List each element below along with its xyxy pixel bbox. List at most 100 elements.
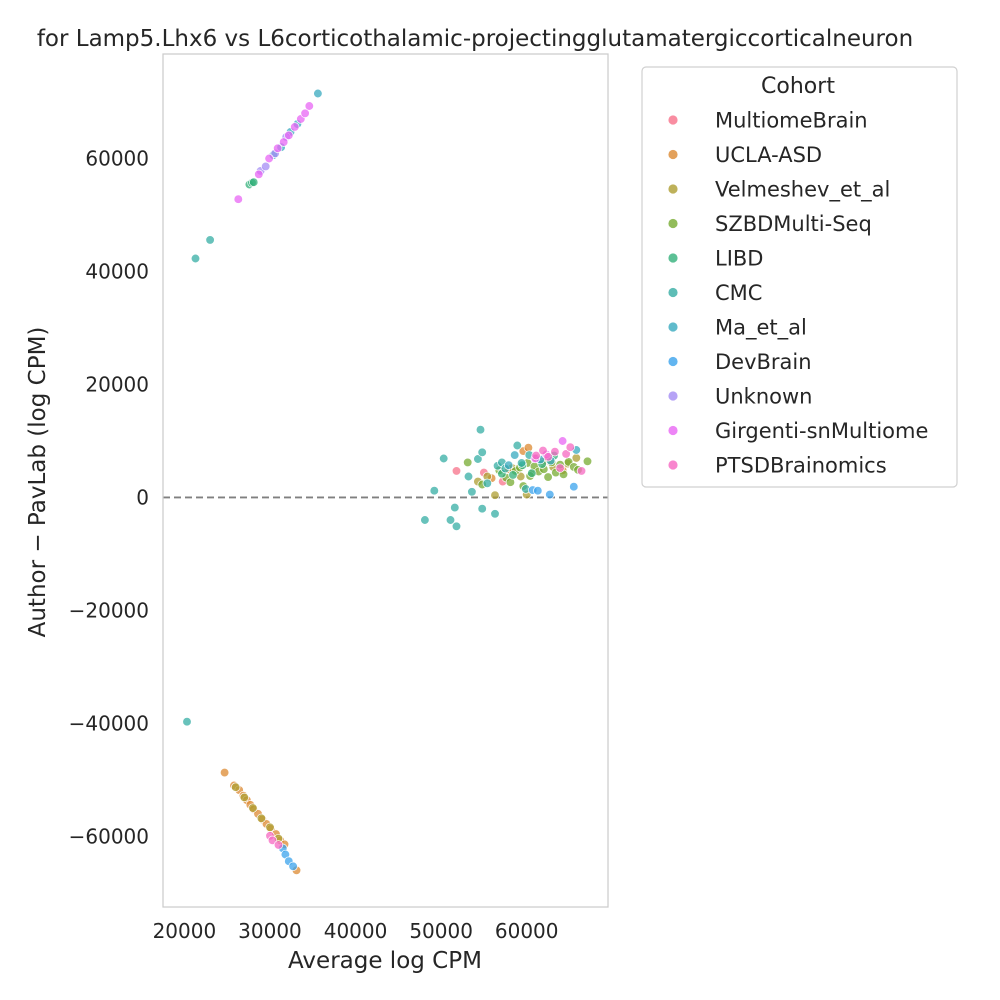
point-girgenti-snmultiome (300, 108, 310, 118)
y-tick-label: −20000 (69, 598, 149, 622)
point-devbrain (533, 486, 543, 496)
points-layer (182, 88, 593, 875)
point-girgenti-snmultiome (233, 194, 243, 204)
point-cmc (475, 425, 486, 435)
x-tick-label: 50000 (409, 919, 473, 943)
x-tick-label: 40000 (324, 919, 388, 943)
x-tick-label: 30000 (238, 919, 302, 943)
legend-marker-devbrain (668, 356, 678, 367)
point-girgenti-snmultiome (279, 137, 289, 147)
point-cmc (205, 235, 215, 245)
legend-marker-multiomebrain (668, 115, 678, 125)
legend: Cohort MultiomeBrain UCLA-ASD Velmeshev_et… (641, 66, 958, 488)
point-velmeshev-et-al (239, 792, 249, 803)
legend-marker-unknown (668, 391, 678, 401)
point-ptsdbrainomics (565, 442, 575, 452)
legend-title: Cohort (761, 74, 835, 99)
point-cmc (420, 515, 430, 525)
point-girgenti-snmultiome (254, 169, 264, 179)
point-cmc (182, 717, 192, 727)
point-ma-et-al (510, 450, 520, 460)
legend-label-unknown: Unknown (715, 385, 812, 409)
point-cmc (439, 453, 449, 464)
y-tick-label: −60000 (69, 824, 149, 848)
legend-marker-girgenti-snmultiome (668, 425, 678, 436)
legend-marker-ptsdbrainomics (668, 460, 678, 470)
y-tick-label: −40000 (69, 711, 149, 735)
point-szbdmulti-seq (543, 472, 553, 482)
point-devbrain (569, 482, 579, 492)
point-cmc (477, 504, 487, 514)
y-tick-label: 40000 (85, 259, 149, 283)
point-libd (249, 177, 259, 187)
legend-box (641, 66, 958, 488)
legend-label-velmeshev-et-al: Velmeshev_et_al (715, 178, 890, 203)
legend-label-devbrain: DevBrain (715, 350, 812, 374)
legend-marker-velmeshev-et-al (668, 184, 678, 194)
point-girgenti-snmultiome (290, 122, 300, 132)
legend-label-girgenti-snmultiome: Girgenti-snMultiome (715, 419, 928, 443)
point-cmc (445, 515, 456, 525)
point-libd (527, 468, 537, 478)
plot-area (162, 53, 609, 908)
point-szbdmulti-seq (463, 457, 473, 468)
x-axis-label: Average log CPM (288, 948, 482, 974)
point-ma-et-al (504, 460, 514, 470)
point-velmeshev-et-al (571, 453, 581, 463)
point-cmc (451, 521, 462, 531)
x-tick-label: 60000 (495, 919, 559, 943)
point-cmc (463, 471, 474, 482)
point-cmc (477, 447, 487, 457)
plot-frame (162, 53, 609, 908)
point-ptsdbrainomics (531, 450, 541, 461)
point-cmc (490, 509, 500, 519)
point-girgenti-snmultiome (284, 130, 294, 140)
legend-items: MultiomeBrain UCLA-ASD Velmeshev_et_al SZBD… (668, 109, 928, 478)
point-ma-et-al (313, 88, 323, 99)
point-cmc (467, 487, 477, 497)
legend-label-ma-et-al: Ma_et_al (715, 316, 807, 341)
legend-marker-libd (668, 253, 678, 263)
point-ptsdbrainomics (561, 449, 571, 459)
point-devbrain (545, 489, 555, 500)
legend-label-cmc: CMC (715, 281, 762, 305)
point-velmeshev-et-al (248, 803, 258, 813)
point-ptsdbrainomics (273, 840, 284, 850)
legend-marker-cmc (668, 287, 678, 298)
point-velmeshev-et-al (265, 822, 275, 832)
point-velmeshev-et-al (231, 782, 241, 792)
point-ptsdbrainomics (538, 445, 548, 456)
point-cmc (516, 458, 527, 468)
legend-label-libd: LIBD (715, 247, 763, 271)
legend-label-multiomebrain: MultiomeBrain (715, 109, 868, 133)
point-libd (508, 470, 518, 480)
legend-label-ptsdbrainomics: PTSDBrainomics (715, 454, 887, 478)
point-girgenti-snmultiome (264, 153, 274, 164)
legend-marker-szbdmulti-seq (668, 218, 678, 229)
legend-label-szbdmulti-seq: SZBDMulti-Seq (715, 212, 872, 236)
legend-marker-ucla-asd (668, 149, 678, 160)
point-girgenti-snmultiome (273, 143, 283, 153)
point-ptsdbrainomics (555, 463, 565, 473)
point-velmeshev-et-al (256, 813, 267, 823)
point-velmeshev-et-al (490, 490, 500, 500)
point-cmc (450, 502, 460, 513)
point-ptsdbrainomics (550, 447, 560, 457)
point-multiomebrain (451, 466, 462, 476)
x-tick-label: 20000 (153, 919, 217, 943)
point-cmc (190, 253, 201, 264)
point-cmc (512, 440, 522, 451)
point-cmc (429, 486, 439, 496)
y-tick-label: 60000 (85, 147, 149, 171)
chart-title: for Lamp5.Lhx6 vs L6corticothalamic-proj… (37, 26, 913, 52)
point-szbdmulti-seq (582, 456, 593, 466)
point-devbrain (288, 861, 298, 871)
y-tick-label: 0 (136, 485, 149, 509)
point-unknown (261, 161, 271, 172)
point-cmc (473, 454, 483, 464)
point-girgenti-snmultiome (557, 436, 568, 446)
legend-marker-ma-et-al (668, 322, 678, 332)
point-ucla-asd (219, 767, 230, 778)
point-girgenti-snmultiome (304, 101, 314, 111)
